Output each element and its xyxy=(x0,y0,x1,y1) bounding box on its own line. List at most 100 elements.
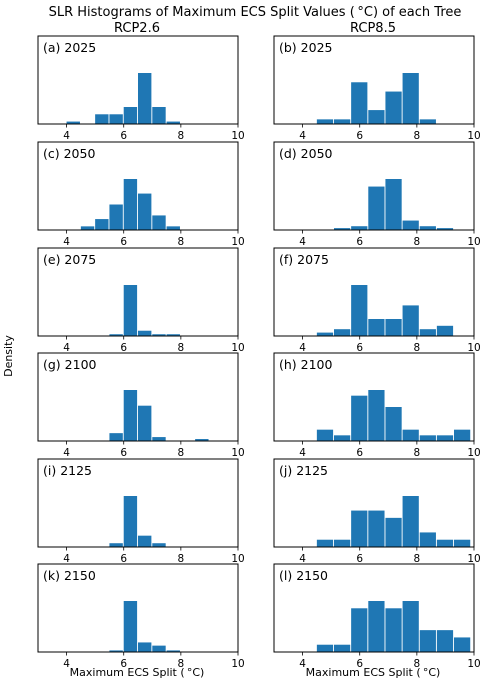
panel-label: (l) 2150 xyxy=(279,568,328,583)
histogram-bar xyxy=(316,119,334,124)
axes-frame xyxy=(273,458,475,548)
panel: 4 6 8 10 (b) 2025 xyxy=(273,35,481,142)
panel: 4 6 8 10 (i) 2125 xyxy=(37,458,245,565)
x-tick-label: 10 xyxy=(467,553,480,565)
axes-frame xyxy=(37,458,239,548)
histogram-bar xyxy=(402,305,419,336)
histogram-bar xyxy=(334,539,351,547)
histogram-bar xyxy=(351,82,368,124)
panel: 4 6 8 10 (h) 2100 xyxy=(273,352,481,459)
histogram-bar xyxy=(316,429,334,441)
x-tick-label: 6 xyxy=(120,236,127,248)
histogram-bar xyxy=(80,226,95,230)
axes-frame xyxy=(273,141,475,231)
x-tick-label: 8 xyxy=(414,658,421,670)
histogram-bar xyxy=(385,517,402,547)
histogram-bar xyxy=(195,439,209,441)
histogram-bar xyxy=(152,645,166,653)
x-tick-label: 4 xyxy=(63,447,70,459)
x-tick-label: 4 xyxy=(63,553,70,565)
histogram-bar xyxy=(316,332,334,336)
x-tick-label: 4 xyxy=(299,342,306,354)
histogram-bar xyxy=(316,644,334,652)
x-tick-label: 4 xyxy=(299,447,306,459)
histogram-bar xyxy=(95,114,109,124)
histogram-bar xyxy=(166,121,180,124)
histogram-bar xyxy=(351,608,368,652)
histogram-bar xyxy=(419,435,436,441)
x-tick-label: 4 xyxy=(63,130,70,142)
x-tick-label: 10 xyxy=(467,658,480,670)
histogram-bar xyxy=(138,73,152,124)
x-tick-label: 8 xyxy=(414,236,421,248)
histogram-bar xyxy=(109,334,123,336)
x-tick-label: 6 xyxy=(120,553,127,565)
x-tick-label: 8 xyxy=(178,342,185,354)
x-tick-label: 8 xyxy=(414,553,421,565)
histogram-bar xyxy=(385,407,402,441)
histogram-bar xyxy=(419,532,436,547)
x-tick-label: 4 xyxy=(299,130,306,142)
histogram-bar xyxy=(166,334,180,336)
x-axis-label-right: Maximum ECS Split ( °C) xyxy=(306,666,441,679)
histogram-bar xyxy=(109,433,123,441)
histogram-bar xyxy=(368,390,385,441)
histogram-bar xyxy=(454,637,471,652)
axes-frame xyxy=(37,35,239,125)
histogram-bar xyxy=(385,179,402,230)
histogram-bar xyxy=(368,319,385,336)
x-axis-label-left: Maximum ECS Split ( °C) xyxy=(70,666,205,679)
axes-frame xyxy=(273,247,475,337)
histogram-bar xyxy=(334,435,351,441)
histogram-bar xyxy=(138,405,152,441)
panel: 4 6 8 10 (k) 2150 xyxy=(37,563,245,670)
x-tick-label: 4 xyxy=(63,236,70,248)
x-tick-label: 6 xyxy=(120,658,127,670)
panel-label: (c) 2050 xyxy=(43,146,95,161)
histogram-bar xyxy=(454,429,471,441)
x-tick-label: 10 xyxy=(231,447,244,459)
histogram-bar xyxy=(109,650,123,652)
x-tick-label: 10 xyxy=(231,553,244,565)
figure-title: SLR Histograms of Maximum ECS Split Valu… xyxy=(49,5,462,20)
histogram-bar xyxy=(123,285,138,336)
x-tick-label: 8 xyxy=(178,236,185,248)
axes-frame xyxy=(37,141,239,231)
histogram-bar xyxy=(454,539,471,547)
x-tick-label: 4 xyxy=(299,236,306,248)
histogram-bar xyxy=(402,601,419,652)
panel-label: (h) 2100 xyxy=(279,357,333,372)
histogram-bar xyxy=(152,215,166,230)
histogram-bar xyxy=(166,226,180,230)
panel-label: (k) 2150 xyxy=(43,568,96,583)
axes-frame xyxy=(37,247,239,337)
histogram-bar xyxy=(385,91,402,124)
histogram-bar xyxy=(138,642,152,652)
panel-label: (a) 2025 xyxy=(43,40,96,55)
histogram-bar xyxy=(419,119,436,124)
histogram-bar xyxy=(436,539,454,547)
panel: 4 6 8 10 (g) 2100 xyxy=(37,352,245,459)
x-tick-label: 10 xyxy=(231,130,244,142)
histogram-bar xyxy=(123,390,138,441)
x-tick-label: 6 xyxy=(120,447,127,459)
histogram-bar xyxy=(334,228,351,230)
x-tick-label: 4 xyxy=(299,553,306,565)
histogram-bar xyxy=(351,285,368,336)
y-axis-label: Density xyxy=(2,335,15,377)
x-tick-label: 6 xyxy=(356,342,363,354)
x-tick-label: 4 xyxy=(63,342,70,354)
axes-frame xyxy=(273,35,475,125)
histogram-bar xyxy=(334,644,351,652)
panel-label: (b) 2025 xyxy=(279,40,332,55)
panel-label: (g) 2100 xyxy=(43,357,97,372)
panel: 4 6 8 10 (c) 2050 xyxy=(37,141,245,248)
histogram-bar xyxy=(66,121,80,124)
histogram-bar xyxy=(385,319,402,336)
histogram-bar xyxy=(402,220,419,230)
histogram-bar xyxy=(368,110,385,124)
histogram-bar xyxy=(152,107,166,124)
x-tick-label: 8 xyxy=(414,342,421,354)
histogram-bar xyxy=(95,219,109,230)
